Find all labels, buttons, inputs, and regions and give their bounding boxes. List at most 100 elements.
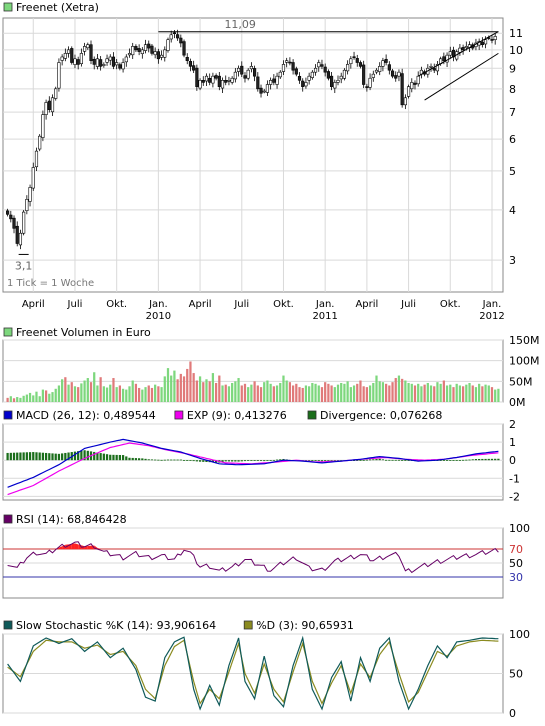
volume-bar (16, 397, 19, 402)
volume-bar (426, 382, 429, 402)
candle-body (326, 71, 330, 79)
volume-bar (173, 370, 176, 402)
legend-label: Divergence: 0,076268 (320, 409, 442, 422)
divergence-bar (109, 454, 112, 461)
candle-body (50, 97, 55, 113)
volume-bar (327, 383, 330, 402)
candle-body (169, 34, 173, 40)
volume-bar (336, 384, 340, 402)
rsi-line (7, 541, 499, 574)
divergence-bar (154, 459, 157, 461)
volume-bar (70, 382, 73, 402)
candle-body (246, 69, 250, 79)
candle-body (156, 51, 160, 60)
divergence-bar (352, 460, 356, 461)
divergence-bar (147, 459, 150, 461)
divergence-bar (179, 459, 182, 461)
divergence-bar (198, 460, 202, 462)
volume-bar (73, 386, 77, 402)
volume-bar (461, 386, 465, 402)
divergence-bar (356, 460, 359, 461)
price-ytick-label: 10 (509, 44, 523, 57)
volume-bar (115, 387, 118, 402)
volume-bar (474, 387, 478, 402)
legend-label: Freenet Volumen in Euro (16, 326, 151, 339)
volume-bar (9, 396, 12, 402)
price-xtick-label: April (22, 299, 45, 310)
candle-body (416, 75, 420, 85)
volume-bar (134, 383, 138, 402)
divergence-bar (227, 460, 231, 462)
divergence-bar (86, 450, 89, 461)
divergence-bar (272, 459, 275, 461)
volume-bar (285, 380, 288, 402)
macd-ytick-label: 2 (509, 418, 516, 431)
volume-bar (32, 395, 35, 402)
volume-bar (471, 385, 474, 402)
channel-lower-line (424, 52, 499, 101)
price-year-label: 2011 (312, 311, 337, 322)
volume-bar (272, 386, 275, 402)
divergence-bar (102, 453, 105, 461)
volume-bar (436, 382, 439, 402)
divergence-bar (202, 460, 205, 462)
candle-body (480, 41, 484, 45)
divergence-bar (44, 452, 48, 461)
rsi-overbought-fill (87, 545, 92, 549)
volume-bar (478, 383, 481, 402)
volume-bar (231, 382, 234, 402)
candle-body (253, 68, 257, 77)
rsi-overbought-fill (74, 543, 79, 549)
divergence-bar (282, 458, 285, 461)
candle-body (182, 41, 186, 56)
divergence-bar (150, 459, 154, 461)
volume-ytick-label: 100M (509, 355, 540, 368)
divergence-bar (67, 452, 70, 461)
candle-body (66, 49, 71, 54)
legend-swatch (174, 410, 184, 420)
volume-bar (465, 384, 468, 402)
volume-bar (35, 391, 38, 402)
divergence-bar (99, 453, 102, 461)
candle-body (371, 73, 375, 78)
candle-body (278, 71, 282, 78)
volume-bar (417, 383, 420, 402)
legend-swatch (3, 2, 13, 12)
candle-body (390, 70, 395, 77)
price-frame (2, 17, 504, 293)
candle-body (95, 58, 100, 67)
volume-bar (128, 386, 131, 402)
divergence-bar (439, 460, 442, 461)
divergence-bar (494, 458, 497, 461)
candle-body (403, 97, 407, 106)
candle-body (124, 56, 128, 63)
volume-bar (385, 383, 388, 402)
divergence-bar (333, 460, 336, 461)
volume-bar (250, 384, 253, 402)
candle-body (134, 46, 138, 51)
volume-bar (259, 387, 263, 402)
divergence-bar (269, 460, 272, 461)
candle-body (44, 102, 48, 115)
volume-bar (291, 385, 295, 402)
candle-body (297, 75, 302, 81)
divergence-bar (445, 460, 449, 461)
candle-body (172, 32, 176, 35)
volume-bar (243, 383, 247, 402)
candle-body (198, 80, 202, 89)
volume-bar (154, 384, 157, 402)
macd-line (7, 438, 499, 488)
divergence-bar (404, 460, 407, 461)
divergence-bar (365, 459, 368, 461)
divergence-bar (442, 460, 445, 461)
volume-bar (256, 385, 259, 402)
divergence-bar (64, 452, 67, 461)
legend-swatch (3, 620, 13, 630)
stochastic-ytick-label: 100 (509, 628, 530, 641)
candle-body (442, 56, 446, 61)
divergence-bar (80, 450, 83, 461)
divergence-bar (468, 459, 471, 461)
volume-bar (240, 385, 243, 402)
divergence-bar (471, 459, 474, 461)
